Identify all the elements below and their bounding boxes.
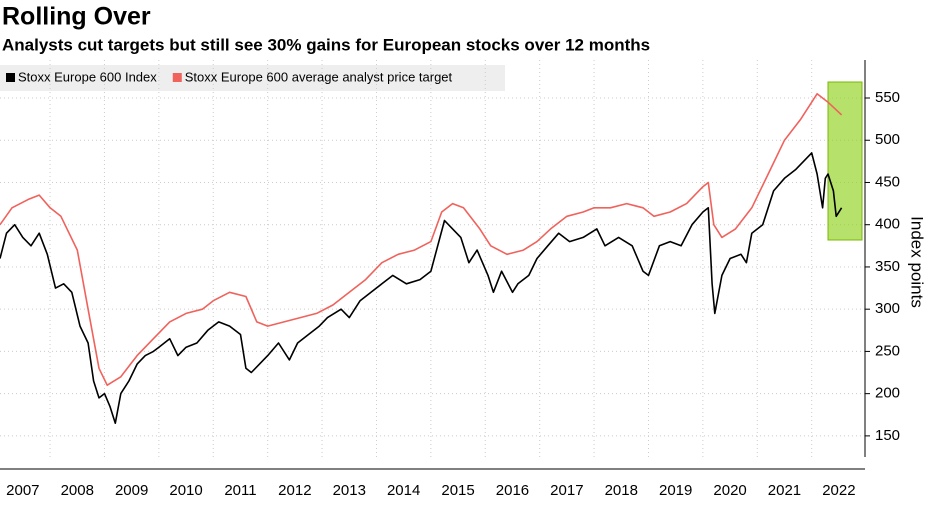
legend-box (0, 65, 505, 91)
legend-swatch (172, 73, 182, 82)
legend-swatch (6, 73, 15, 82)
x-tick-label: 2011 (224, 482, 256, 499)
y-axis-label: Index points (908, 216, 927, 308)
y-tick-label: 300 (875, 300, 900, 317)
legend-label: Stoxx Europe 600 Index (18, 69, 157, 84)
y-tick-label: 150 (875, 427, 900, 444)
x-tick-label: 2021 (768, 482, 801, 499)
y-tick-label: 350 (875, 258, 900, 275)
chart-subtitle: Analysts cut targets but still see 30% g… (2, 35, 650, 54)
legend-label: Stoxx Europe 600 average analyst price t… (185, 69, 453, 84)
x-tick-label: 2020 (713, 482, 746, 499)
x-tick-label: 2008 (61, 482, 94, 499)
y-tick-label: 450 (875, 173, 900, 190)
x-tick-label: 2015 (441, 482, 474, 499)
series-line (0, 93, 843, 386)
y-tick-label: 550 (875, 89, 900, 106)
x-tick-label: 2018 (605, 482, 638, 499)
y-tick-label: 500 (875, 131, 900, 148)
series-line (0, 152, 843, 424)
x-tick-label: 2009 (115, 482, 148, 499)
y-tick-label: 250 (875, 342, 900, 359)
x-tick-label: 2010 (169, 482, 202, 499)
y-tick-label: 200 (875, 385, 900, 402)
x-tick-label: 2022 (822, 482, 855, 499)
x-tick-label: 2007 (6, 482, 39, 499)
x-tick-label: 2017 (550, 482, 583, 499)
x-tick-label: 2019 (659, 482, 692, 499)
x-tick-label: 2016 (496, 482, 529, 499)
chart-title: Rolling Over (2, 3, 151, 31)
y-tick-label: 400 (875, 216, 900, 233)
x-tick-label: 2013 (333, 482, 366, 499)
highlight-box (827, 81, 863, 241)
x-tick-label: 2012 (278, 482, 311, 499)
x-tick-label: 2014 (387, 482, 420, 499)
